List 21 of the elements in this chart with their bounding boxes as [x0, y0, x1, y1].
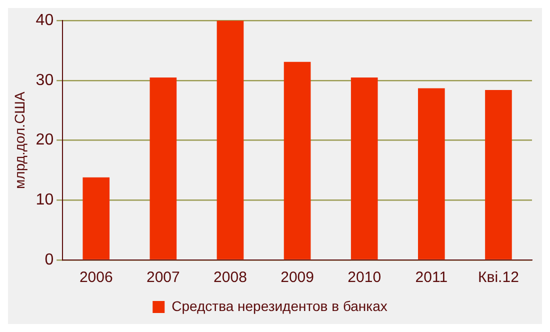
legend-label: Средства нерезидентов в банках [172, 298, 388, 314]
x-tick-label: 2011 [415, 269, 448, 286]
bar [216, 20, 244, 260]
y-axis-title: млрд.дол.США [11, 90, 28, 189]
bar [150, 77, 177, 260]
bar [485, 90, 512, 260]
x-tick-label: 2008 [214, 269, 247, 286]
y-tick-label: 40 [36, 12, 54, 30]
x-tick-label: Кві.12 [478, 269, 519, 286]
y-tick-label: 0 [44, 251, 54, 268]
x-tick-label: 2007 [146, 269, 180, 286]
x-tick-label: 2010 [348, 269, 382, 286]
y-tick-label: 30 [36, 72, 54, 89]
x-tick-label: 2006 [79, 269, 113, 286]
bar [82, 177, 110, 260]
bar [418, 88, 445, 260]
y-tick-label: 20 [36, 132, 54, 149]
y-tick-label: 10 [36, 192, 54, 209]
x-tick-label: 2009 [280, 269, 314, 286]
bar [284, 62, 311, 260]
bar [350, 77, 378, 260]
